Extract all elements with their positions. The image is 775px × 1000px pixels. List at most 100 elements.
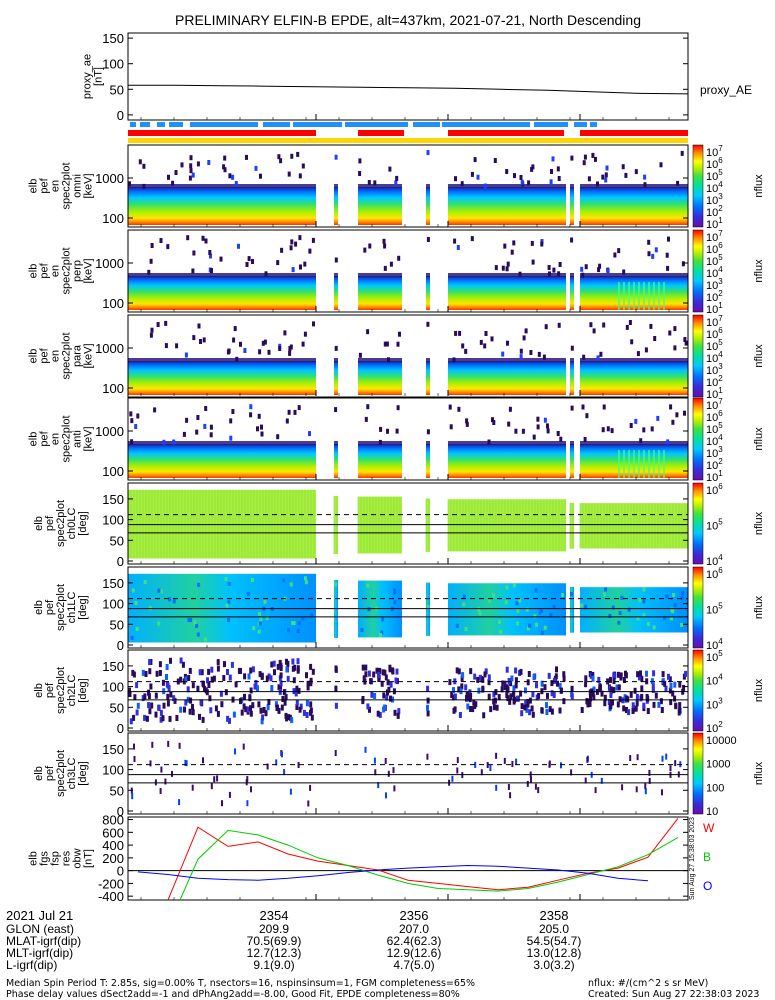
ephemeris-row-label: MLT-igrf(dip) (6, 946, 73, 960)
spectrogram-2-band (448, 361, 566, 395)
pitch-panel-3-pixel (373, 757, 376, 764)
spectrogram-2-pixel (464, 348, 468, 354)
spectrogram-1-fringe (426, 273, 430, 277)
pitch-panel-2-pixel (297, 687, 301, 694)
pitch-panel-2-pixel (469, 693, 473, 699)
pitch-panel-3-pixel (202, 757, 204, 764)
spectrogram-0-cbar-exp: 3 (718, 192, 723, 201)
pitch-panel-2-pixel (608, 703, 612, 710)
pitch-panel-2-pixel (505, 666, 509, 673)
spectrogram-1-pixel (506, 261, 510, 267)
spectrogram-2-cbar-exp: 7 (718, 314, 723, 323)
spectrogram-0-pixel (570, 155, 574, 161)
pitch-panel-2-pixel (493, 697, 497, 704)
pitch-panel-2-pixel (426, 697, 430, 704)
pitch-panel-2-pixel (609, 676, 612, 683)
spectrogram-0-y-label: 1000 (95, 171, 124, 186)
pitch-panel-2-pixel (622, 705, 626, 712)
spectrogram-3-band (448, 444, 566, 478)
res-side-note: Sun Aug 27 15:38:03 2023 (689, 817, 696, 900)
pitch-panel-3-pixel (456, 767, 459, 774)
pitch-panel-3-pixel (534, 783, 537, 790)
spectrogram-1-colorbar (692, 229, 704, 313)
pitch-panel-0-ylabel-line: pef (44, 515, 56, 531)
spectrogram-0-pixel (296, 151, 300, 157)
pitch-panel-3-pixel (594, 787, 597, 794)
pitch-panel-2-pixel (291, 665, 295, 672)
pitch-panel-2-pixel (472, 699, 476, 706)
pitch-panel-0-ylabel-line: elb (33, 516, 45, 531)
spectrogram-0-band (580, 187, 688, 225)
spectrogram-1-fringe (358, 273, 402, 277)
pitch-panel-2-pixel (372, 671, 376, 678)
spectrogram-0-pixel (394, 180, 398, 186)
pitch-panel-2-pixel (378, 711, 382, 718)
spectrogram-0-pixel (171, 180, 175, 186)
status-bar-blue (590, 122, 597, 127)
spectrogram-1-pixel (622, 269, 626, 275)
pitch-panel-3-pixel (289, 788, 292, 795)
spectrogram-1-pixel (150, 243, 154, 248)
spectrogram-1-pixel (311, 237, 315, 243)
proxy-ae-ylabel-line: proxy_ae (82, 54, 94, 99)
spectrogram-1-pixel (208, 250, 212, 255)
pitch-panel-3-pixel (495, 752, 498, 759)
pitch-panel-1-pixel (134, 601, 138, 605)
pitch-panel-2-pixel (546, 692, 549, 699)
pitch-panel-1-pixel (224, 577, 228, 581)
spectrogram-2-pixel (258, 349, 262, 355)
pitch-panel-2-frame (127, 649, 689, 732)
spectrogram-0-ylabel-line: en (50, 180, 62, 192)
pitch-panel-2-pixel (492, 698, 496, 705)
spectrogram-0-pixel (676, 180, 680, 186)
pitch-panel-1-ylabel-line: [deg] (77, 595, 89, 619)
spectrogram-0-pixel (180, 162, 184, 168)
spectrogram-2-pixel (596, 355, 600, 361)
spectrogram-2-fringe (580, 358, 688, 362)
pitch-panel-3-pixel (474, 761, 477, 768)
spectrogram-1-pixel (503, 243, 507, 249)
spectrogram-3 (128, 404, 688, 478)
pitch-panel-2-pixel (597, 676, 601, 683)
pitch-panel-2-pixel (310, 714, 314, 721)
pitch-panel-1-ylabel-line: pef (44, 599, 56, 615)
pitch-panel-0-cbar-exp: 6 (718, 482, 723, 491)
spectrogram-0-pixel (138, 159, 142, 165)
pitch-panel-2-pixel (144, 671, 148, 677)
pitch-panel-2-pixel (334, 685, 338, 692)
pitch-panel-2-pixel (239, 668, 242, 674)
spectrogram-0-pixel (476, 174, 480, 180)
pitch-panel-2-pixel (487, 693, 491, 700)
pitch-panel-2-pixel (556, 680, 559, 687)
pitch-panel-2-pixel (364, 664, 368, 671)
pitch-panel-2-pixel (659, 698, 663, 705)
pitch-panel-2-pixel (212, 675, 216, 682)
pitch-panel-2-pixel (531, 691, 535, 698)
pitch-panel-3-pixel (530, 776, 532, 783)
pitch-panel-2-pixel (148, 659, 152, 666)
pitch-panel-2-pixel (370, 691, 374, 698)
pitch-panel-3-pixel (461, 772, 464, 779)
spectrogram-1-fringe (448, 273, 566, 277)
spectrogram-1-pixel (383, 243, 387, 249)
spectrogram-0-pixel (196, 161, 200, 167)
pitch-panel-2-pixel (284, 694, 288, 700)
pitch-panel-2-cbar-title: nflux (753, 678, 765, 702)
pitch-panel-2-pixel (191, 703, 194, 710)
pitch-panel-2-pixel (376, 710, 380, 717)
pitch-panel-2-pixel (280, 704, 284, 711)
spectrogram-3-pixel (669, 404, 673, 410)
pitch-panel-2-pixel (426, 704, 429, 711)
pitch-panel-2-pixel (645, 670, 648, 677)
spectrogram-3-pixel (675, 412, 679, 418)
pitch-panel-2-pixel (492, 704, 496, 711)
spectrogram-0-pixel (643, 182, 647, 188)
spectrogram-2 (128, 320, 688, 395)
spectrogram-3-band (128, 444, 316, 478)
pitch-panel-2-pixel (466, 703, 470, 710)
pitch-panel-1-ylabel-line: spec2plot (55, 584, 67, 631)
spectrogram-3-stripe (653, 450, 655, 478)
pitch-panel-1-pixel (296, 629, 300, 634)
status-bar-blue (345, 122, 408, 127)
spectrogram-2-pixel (483, 343, 487, 349)
